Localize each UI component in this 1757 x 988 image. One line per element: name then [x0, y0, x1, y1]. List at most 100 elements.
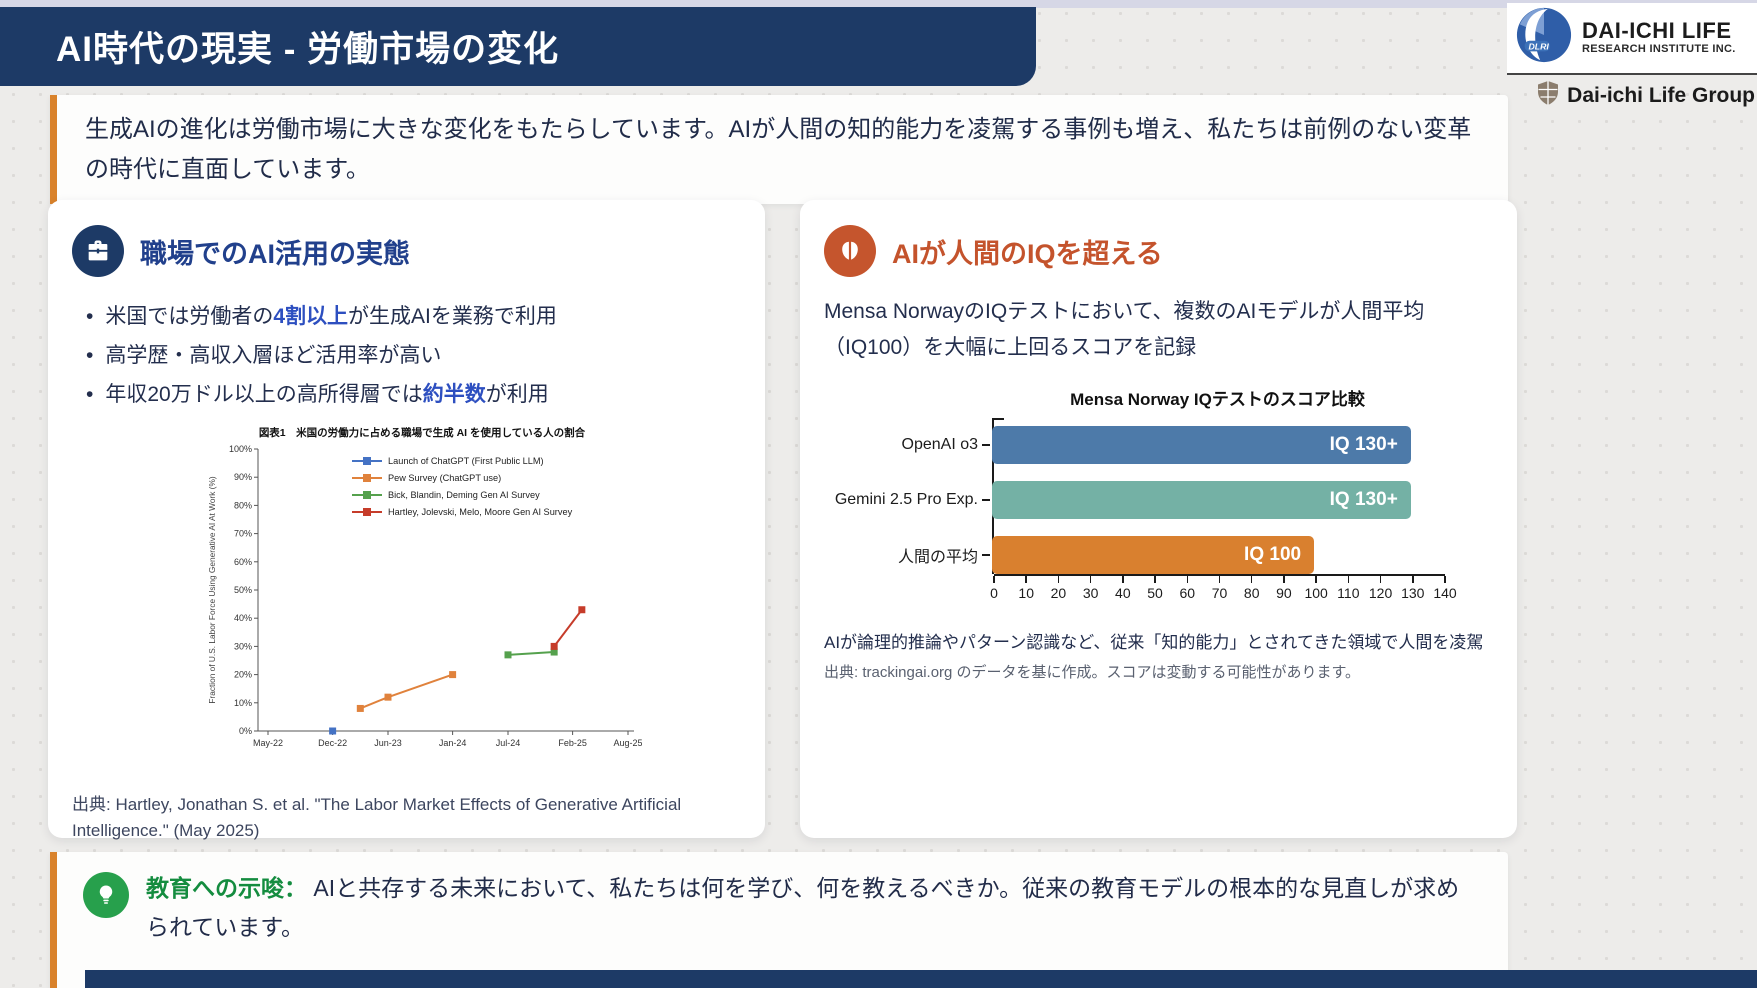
svg-text:70%: 70% — [234, 528, 252, 538]
bar-chart-x-axis: 0 10 20 30 40 50 60 70 80 90 100 110 120 130 140 — [990, 574, 1457, 604]
svg-text:10%: 10% — [234, 697, 252, 707]
right-card-title-row: AIが人間のIQを超える — [824, 224, 1493, 278]
svg-text:Pew Survey (ChatGPT use): Pew Survey (ChatGPT use) — [388, 473, 501, 483]
bar-value-label: IQ 130+ — [1329, 434, 1398, 456]
footer-title: 教育への示唆： — [146, 875, 307, 901]
bar-axis-tick-label: 110 — [1337, 585, 1360, 602]
bar-axis-tick-label: 30 — [1082, 585, 1099, 602]
group-logo-text: Dai-ichi Life Group — [1567, 83, 1755, 107]
bar-axis-tick-label: 140 — [1433, 585, 1457, 602]
workplace-ai-card: 職場でのAI活用の実態 • 米国では労働者の4割以上が生成AIを業務で利用 • … — [48, 200, 765, 840]
bar-category-label: Gemini 2.5 Pro Exp. — [834, 491, 978, 509]
iq-bar-chart: OpenAI o3 IQ 130+ Gemini 2.5 Pro Exp. IQ 13… — [824, 418, 1493, 575]
bar-axis-tick-label: 90 — [1276, 585, 1292, 602]
svg-text:Launch of ChatGPT (First Publi: Launch of ChatGPT (First Public LLM) — [388, 456, 544, 466]
briefcase-icon — [72, 225, 124, 277]
lightbulb-icon — [83, 872, 129, 918]
page-title: AI時代の現実 - 労働市場の変化 — [56, 30, 560, 69]
svg-text:Hartley, Jolevski, Melo, Moore: Hartley, Jolevski, Melo, Moore Gen AI Su… — [388, 507, 573, 517]
svg-text:Jul-24: Jul-24 — [496, 738, 521, 748]
shield-icon — [1536, 80, 1560, 111]
right-card-title: AIが人間のIQを超える — [892, 238, 1163, 269]
svg-text:Bick, Blandin, Deming Gen AI S: Bick, Blandin, Deming Gen AI Survey — [388, 490, 540, 500]
list-item: • 高学歴・高収入層ほど活用率が高い — [86, 337, 741, 376]
svg-text:Dec-22: Dec-22 — [318, 738, 347, 748]
bullet-dot: • — [86, 382, 94, 406]
bar: IQ 130+ — [992, 426, 1411, 465]
top-strip — [0, 0, 1757, 8]
bar: IQ 100 — [992, 536, 1315, 575]
bar-category-label: 人間の平均 — [897, 549, 978, 567]
education-implication-card: 教育への示唆： AIと共存する未来において、私たちは何を学び、何を教えるべきか。… — [50, 852, 1508, 988]
bar-axis-tick — [1412, 576, 1414, 584]
bullet-list: • 米国では労働者の4割以上が生成AIを業務で利用 • 高学歴・高収入層ほど活用… — [86, 298, 741, 415]
bar-axis-tick — [1250, 576, 1253, 584]
bullet-dot: • — [86, 343, 94, 367]
svg-text:20%: 20% — [234, 669, 252, 679]
svg-text:DLRI: DLRI — [1529, 41, 1550, 51]
bar-axis-tick — [1283, 576, 1285, 584]
bar-axis-tick — [1218, 576, 1221, 584]
left-card-citation: 出典: Hartley, Jonathan S. et al. "The Lab… — [72, 794, 682, 840]
bar-axis-tick — [1347, 576, 1350, 584]
right-card-description: Mensa NorwayのIQテストにおいて、複数のAIモデルが人間平均（IQ1… — [824, 300, 1425, 359]
header-bar: AI時代の現実 - 労働市場の変化 — [0, 7, 1036, 86]
right-card-source: 出典: trackingai.org のデータを基に作成。スコアは変動する可能性… — [824, 664, 1361, 682]
footer-text: 教育への示唆： AIと共存する未来において、私たちは何を学び、何を教えるべきか。… — [146, 875, 1460, 941]
bar-category-tick — [982, 554, 990, 557]
svg-text:60%: 60% — [234, 556, 252, 566]
bar-axis-tick-label: 10 — [1018, 585, 1034, 602]
bar-value-label: IQ 130+ — [1329, 489, 1398, 511]
svg-text:90%: 90% — [234, 472, 252, 482]
svg-text:Aug-25: Aug-25 — [613, 738, 642, 748]
bar: IQ 130+ — [992, 481, 1411, 520]
svg-text:Jan-24: Jan-24 — [439, 738, 467, 748]
svg-text:Jun-23: Jun-23 — [374, 738, 402, 748]
svg-text:Feb-25: Feb-25 — [558, 738, 587, 748]
bar-axis-tick-label: 70 — [1211, 585, 1228, 602]
bar-axis-tick — [1122, 576, 1124, 584]
logo-line2: RESEARCH INSTITUTE INC. — [1582, 42, 1736, 55]
svg-text:50%: 50% — [234, 585, 252, 595]
left-card-title-row: 職場でのAI活用の実態 — [72, 224, 741, 278]
bar-category-tick — [982, 444, 990, 447]
bar-row: Gemini 2.5 Pro Exp. IQ 130+ — [824, 481, 1493, 520]
intro-card: 生成AIの進化は労働市場に大きな変化をもたらしています。AIが人間の知的能力を凌… — [50, 95, 1508, 205]
bar-category-tick — [982, 499, 990, 502]
svg-text:May-22: May-22 — [253, 738, 283, 748]
bar-axis-tick-label: 120 — [1368, 585, 1393, 602]
svg-text:0%: 0% — [239, 726, 252, 736]
bar-chart-y-axis-cap — [992, 418, 1004, 421]
bar-axis-tick-label: 20 — [1050, 585, 1067, 602]
list-item: • 米国では労働者の4割以上が生成AIを業務で利用 — [86, 298, 741, 337]
bar-axis-tick-label: 40 — [1115, 585, 1131, 602]
bar-axis-tick — [1444, 576, 1446, 584]
bar-axis-tick — [1154, 576, 1156, 584]
bar-axis-tick-label: 130 — [1401, 585, 1425, 602]
next-section-header-partial — [85, 970, 1757, 988]
bar-axis-tick-label: 0 — [990, 585, 998, 602]
svg-text:図表1 米国の労働力に占める職場で生成 AI を使用している: 図表1 米国の労働力に占める職場で生成 AI を使用している人の割合 — [259, 426, 586, 439]
svg-text:100%: 100% — [229, 444, 252, 454]
bar-row: OpenAI o3 IQ 130+ — [824, 426, 1493, 465]
bar-row: 人間の平均 IQ 100 — [824, 536, 1493, 575]
svg-text:30%: 30% — [234, 641, 252, 651]
bar-axis-tick — [1379, 576, 1382, 584]
bar-axis-tick-label: 80 — [1243, 585, 1260, 602]
group-logo-row: Dai-ichi Life Group — [1536, 80, 1755, 111]
bar-axis-tick — [1186, 576, 1189, 584]
ai-iq-card: AIが人間のIQを超える Mensa NorwayのIQテストにおいて、複数のA… — [800, 200, 1517, 838]
svg-text:Fraction of U.S. Labor Force U: Fraction of U.S. Labor Force Using Gener… — [207, 476, 217, 703]
dlri-logo-block: DLRI DAI-ICHI LIFE RESEARCH INSTITUTE IN… — [1507, 3, 1757, 75]
logo-line1: DAI-ICHI LIFE — [1582, 18, 1732, 44]
labor-force-line-chart: 図表1 米国の労働力に占める職場で生成 AI を使用している人の割合 Fracti… — [202, 423, 643, 780]
left-card-title: 職場でのAI活用の実態 — [140, 238, 410, 269]
svg-text:80%: 80% — [234, 500, 252, 510]
intro-text: 生成AIの進化は労働市場に大きな変化をもたらしています。AIが人間の知的能力を凌… — [85, 116, 1472, 183]
bar-axis-tick-label: 50 — [1147, 585, 1163, 602]
bar-axis-tick — [1089, 576, 1092, 584]
list-item: • 年収20万ドル以上の高所得層では約半数が利用 — [86, 376, 741, 415]
bar-axis-tick-label: 100 — [1304, 585, 1328, 602]
brain-icon — [824, 225, 876, 277]
